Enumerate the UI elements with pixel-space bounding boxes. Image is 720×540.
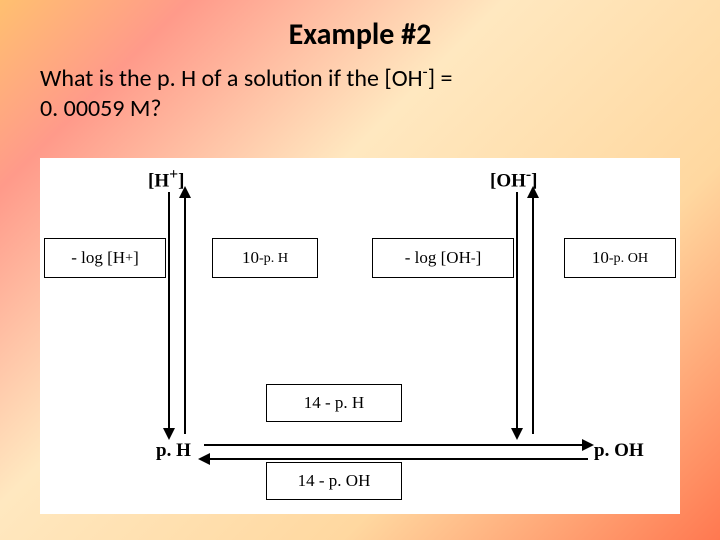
arrow-poh-to-ph-head — [198, 453, 210, 465]
box-14-minus-ph: 14 - p. H — [266, 384, 402, 422]
arrow-oh-to-poh-head — [511, 428, 523, 440]
node-ph: p. H — [156, 440, 191, 462]
box-14-minus-poh: 14 - p. OH — [266, 462, 402, 500]
node-poh: p. OH — [594, 440, 644, 462]
arrow-ph-to-poh-head — [582, 439, 594, 451]
page-title: Example #2 — [0, 0, 720, 53]
arrow-h-to-ph-line — [168, 192, 170, 434]
arrow-poh-to-oh-head — [527, 186, 539, 198]
box-ten-ph: 10-p. H — [212, 238, 318, 278]
arrow-oh-to-poh-line — [516, 192, 518, 434]
arrow-ph-to-h-line — [184, 192, 186, 434]
question-text: What is the p. H of a solution if the [O… — [0, 53, 720, 124]
arrow-h-to-ph-head — [163, 428, 175, 440]
box-ten-poh: 10-p. OH — [564, 238, 676, 278]
arrow-ph-to-poh-line — [204, 444, 588, 446]
question-line1-suffix: ] = — [428, 64, 453, 93]
arrow-poh-to-oh-line — [532, 192, 534, 434]
arrow-ph-to-h-head — [179, 186, 191, 198]
arrow-poh-to-ph-line — [204, 458, 588, 460]
box-log-h: - log [H+] — [44, 238, 166, 278]
box-log-oh: - log [OH-] — [372, 238, 514, 278]
question-line2: 0. 00059 M? — [40, 94, 162, 123]
question-line1-prefix: What is the p. H of a solution if the [O… — [40, 64, 423, 93]
diagram-panel: [H+] [OH-] p. H p. OH - log [H+] 10-p. H… — [40, 158, 680, 514]
